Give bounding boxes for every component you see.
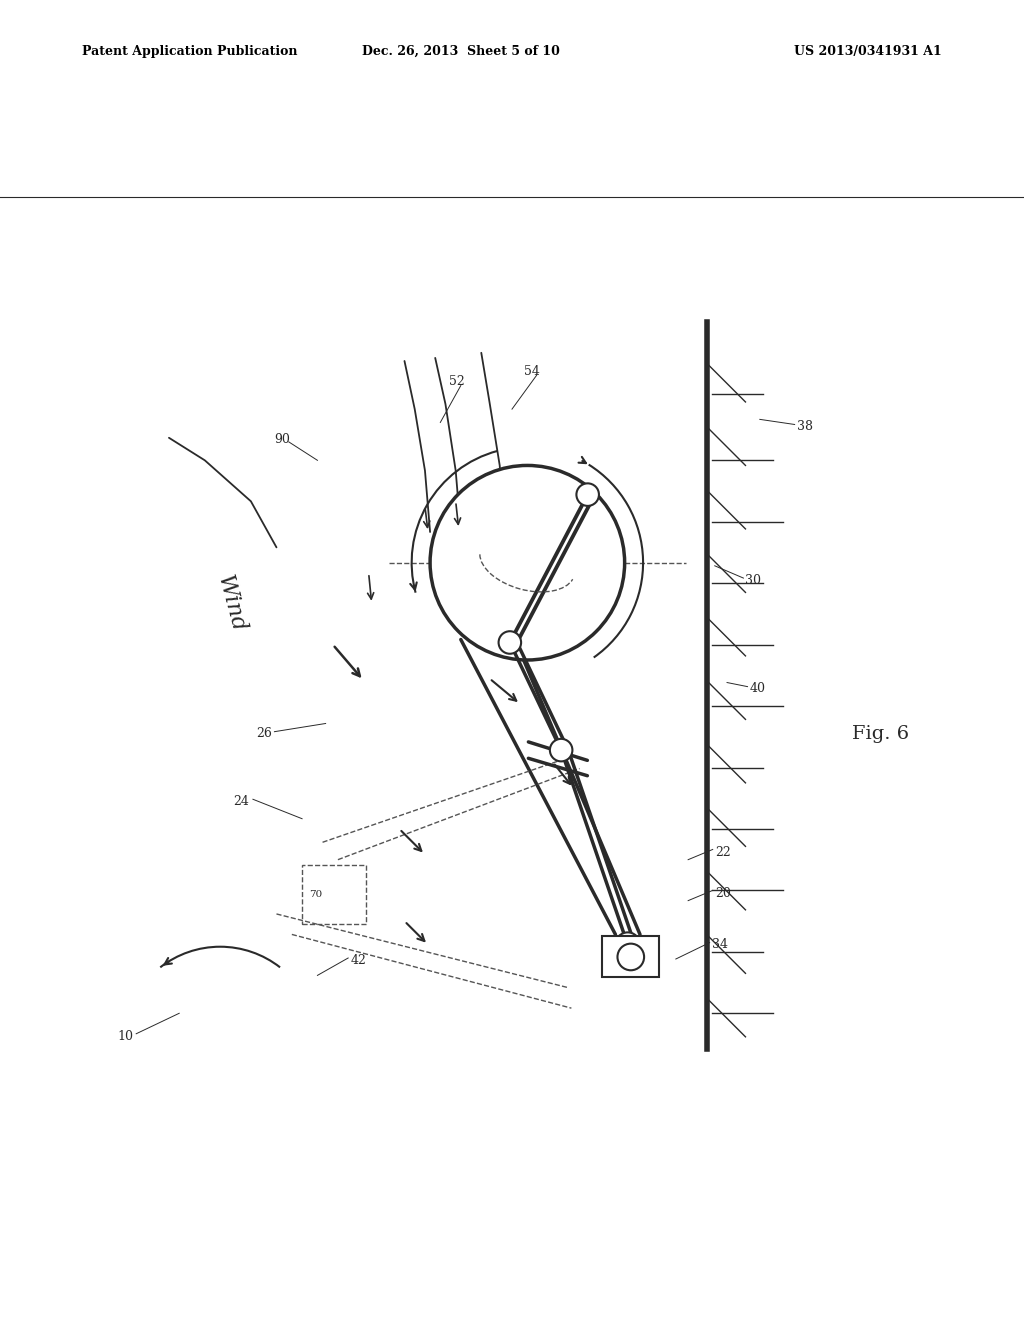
Circle shape (430, 466, 625, 660)
Circle shape (577, 483, 599, 506)
Text: Dec. 26, 2013  Sheet 5 of 10: Dec. 26, 2013 Sheet 5 of 10 (361, 45, 560, 58)
Circle shape (499, 631, 521, 653)
Circle shape (617, 944, 644, 970)
Text: 34: 34 (712, 939, 728, 952)
Text: 22: 22 (715, 846, 730, 859)
Text: 40: 40 (750, 682, 766, 696)
Circle shape (550, 739, 572, 762)
Text: 54: 54 (524, 364, 541, 378)
Circle shape (615, 932, 640, 957)
Text: 70: 70 (309, 890, 323, 899)
Text: 30: 30 (745, 574, 762, 586)
Text: 20: 20 (715, 887, 731, 900)
Text: 38: 38 (797, 420, 813, 433)
Text: 90: 90 (274, 433, 291, 446)
Bar (302, 865, 366, 924)
Text: 42: 42 (350, 953, 367, 966)
Bar (602, 936, 659, 977)
Text: 10: 10 (118, 1031, 134, 1043)
Text: 24: 24 (233, 795, 250, 808)
Text: 26: 26 (256, 727, 272, 741)
Text: Patent Application Publication: Patent Application Publication (82, 45, 297, 58)
Text: US 2013/0341931 A1: US 2013/0341931 A1 (795, 45, 942, 58)
Text: Fig. 6: Fig. 6 (852, 725, 909, 743)
Text: Wind: Wind (212, 573, 249, 635)
Text: 52: 52 (449, 375, 464, 388)
